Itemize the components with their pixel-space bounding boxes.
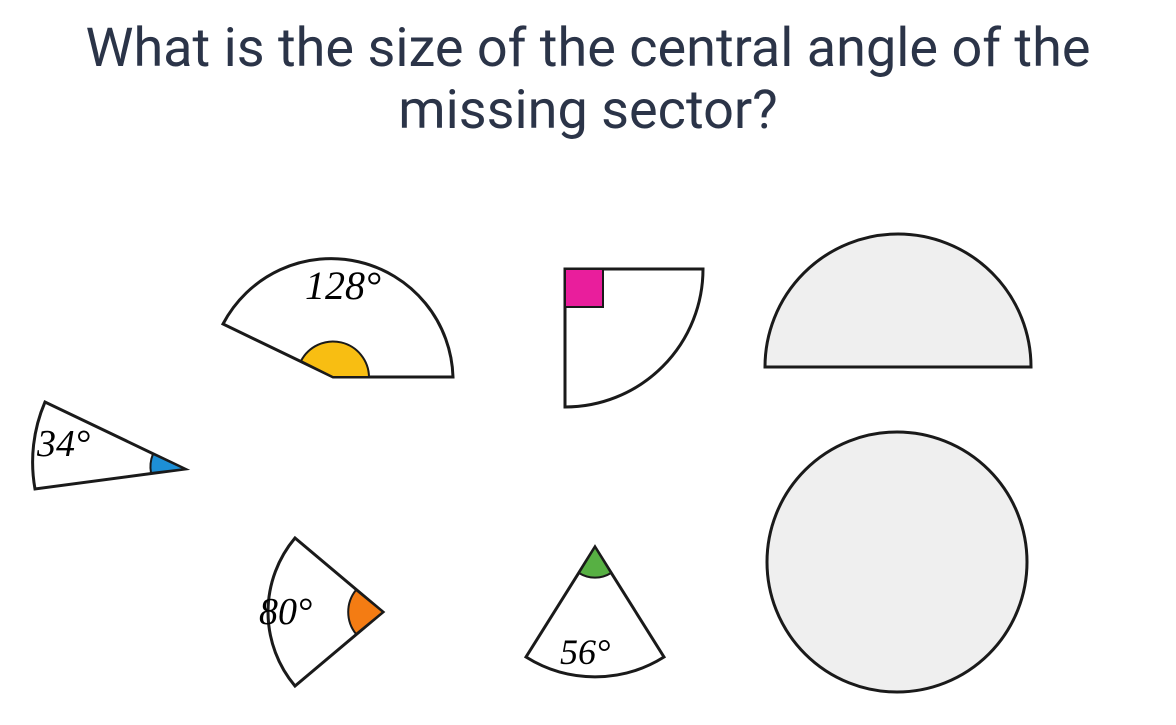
sector-128: 128°: [205, 237, 465, 387]
sector-80-label: 80°: [259, 591, 312, 633]
sector-360: [752, 422, 1042, 702]
sector-56: 56°: [510, 532, 680, 702]
question-title: What is the size of the central angle of…: [0, 0, 1176, 142]
sector-80: 80°: [233, 522, 403, 702]
sector-34: 34°: [25, 384, 195, 494]
sector-34-label: 34°: [36, 423, 90, 465]
sector-180: [758, 227, 1038, 377]
diagram-area: 34° 128° 80°: [0, 142, 1176, 702]
sector-90: [553, 257, 713, 427]
right-angle-marker: [565, 269, 603, 307]
sector-128-label: 128°: [305, 263, 381, 308]
sector-56-label: 56°: [560, 632, 610, 672]
